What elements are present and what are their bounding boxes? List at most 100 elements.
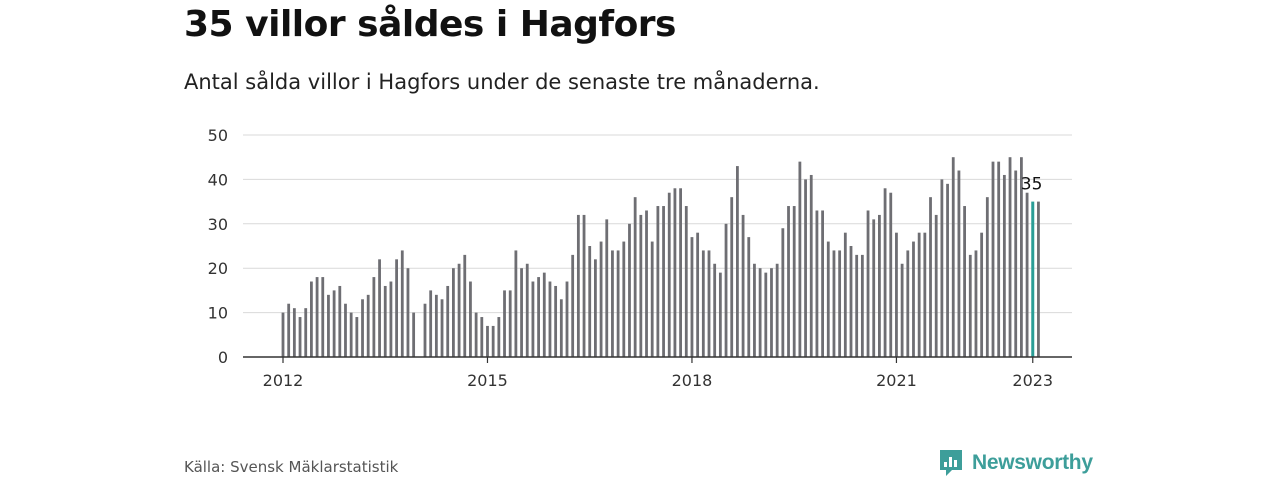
bar [452, 268, 455, 357]
bar [684, 206, 688, 357]
bar [537, 277, 540, 357]
bar [878, 214, 881, 357]
bar [713, 263, 717, 357]
bar [576, 214, 580, 357]
bar [1014, 170, 1018, 357]
highlight-value-label: 35 [1021, 175, 1043, 195]
bar [599, 241, 603, 357]
bar [531, 281, 535, 357]
bar [559, 299, 563, 357]
bar [985, 197, 989, 357]
bar [690, 237, 694, 357]
bar [1025, 192, 1029, 357]
bar [281, 312, 285, 357]
bar [667, 192, 671, 357]
bar [645, 210, 648, 357]
bar [349, 312, 353, 357]
bar [389, 281, 393, 357]
bar [633, 197, 637, 357]
bar [457, 263, 461, 357]
bar [656, 206, 660, 357]
bar [400, 250, 404, 357]
brand-name: Newsworthy [972, 451, 1093, 474]
bar [446, 285, 450, 357]
bar [366, 294, 370, 357]
bar [701, 250, 705, 357]
bar [707, 250, 711, 357]
bar [753, 263, 756, 357]
bar [1037, 201, 1040, 357]
bar [792, 206, 796, 357]
bar [514, 250, 518, 357]
bar [503, 290, 506, 357]
bar [463, 254, 467, 357]
bar [838, 250, 842, 357]
bar [872, 219, 876, 357]
bar [696, 232, 700, 357]
bar [542, 272, 546, 357]
bar [378, 259, 381, 357]
bar [787, 206, 790, 357]
bar [497, 317, 501, 357]
bar [1008, 157, 1012, 357]
bar [1020, 157, 1023, 357]
bar [917, 232, 921, 357]
bar [469, 281, 472, 357]
bar [486, 325, 489, 357]
bar [423, 303, 427, 357]
bar [741, 214, 745, 357]
bar [605, 219, 609, 357]
bar [895, 232, 898, 357]
y-tick-label: 0 [218, 348, 228, 367]
bar [673, 188, 677, 357]
bar [798, 161, 802, 357]
bar [292, 308, 296, 357]
chart-subtitle: Antal sålda villor i Hagfors under de se… [184, 70, 820, 94]
bar [968, 254, 972, 357]
brand-logo[interactable]: Newsworthy [938, 448, 1093, 478]
y-tick-label: 30 [208, 215, 228, 234]
bar [440, 299, 444, 357]
bar [588, 246, 592, 357]
bar [997, 161, 1001, 357]
bar [321, 277, 325, 357]
bar [826, 241, 830, 357]
y-tick-label: 20 [208, 259, 228, 278]
bar [991, 161, 995, 357]
bar [434, 294, 438, 357]
bar [650, 241, 654, 357]
bar [934, 214, 938, 357]
bar [639, 214, 643, 357]
bar [571, 254, 575, 357]
bar [594, 259, 597, 357]
bar [327, 294, 330, 357]
bar [940, 179, 944, 357]
bar [855, 254, 859, 357]
bar [361, 299, 364, 357]
bar [520, 268, 523, 357]
bar [849, 246, 853, 357]
bar [1002, 174, 1006, 357]
bar [582, 214, 586, 357]
bar [866, 210, 870, 357]
x-tick-label: 2023 [1012, 371, 1053, 390]
bar [287, 303, 291, 357]
bar [764, 272, 768, 357]
bar [804, 179, 807, 357]
bar [412, 312, 416, 357]
bar [923, 232, 927, 357]
bar [974, 250, 978, 357]
bar [298, 317, 302, 357]
bar [662, 206, 665, 357]
bar [372, 277, 376, 357]
bar [429, 290, 433, 357]
bar [832, 250, 836, 357]
x-tick-label: 2015 [467, 371, 508, 390]
bar [315, 277, 319, 357]
bar [628, 223, 631, 357]
bar [929, 197, 932, 357]
bar-highlight [1031, 201, 1035, 357]
bar [395, 259, 398, 357]
bar [770, 268, 773, 357]
bar [980, 232, 984, 357]
